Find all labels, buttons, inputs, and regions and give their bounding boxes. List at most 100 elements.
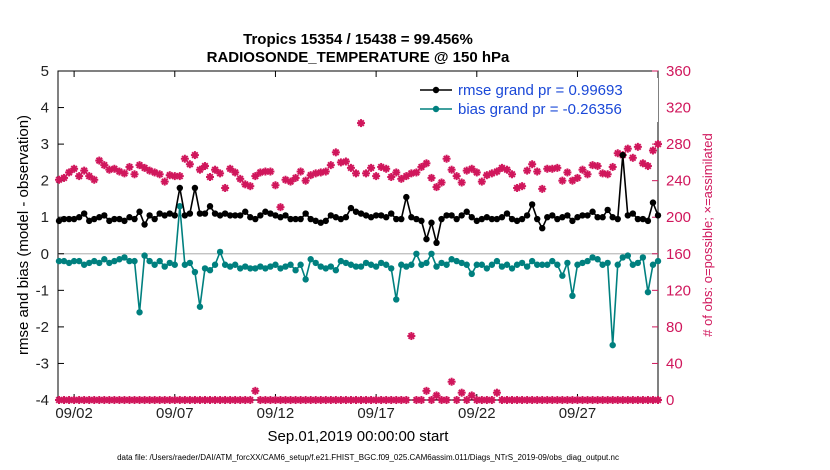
rmse-point — [584, 212, 591, 219]
rmse-point — [644, 217, 652, 225]
bias-point — [498, 263, 506, 270]
bias-point — [116, 256, 123, 263]
bias-point — [393, 296, 400, 303]
bias-point — [156, 257, 163, 265]
bias-point — [252, 265, 259, 272]
bias-point — [448, 256, 455, 263]
bias-point — [619, 254, 626, 261]
bias-point — [468, 270, 475, 278]
rmse-point — [136, 208, 143, 215]
rmse-point — [649, 199, 657, 206]
bias-point — [549, 257, 556, 265]
rmse-point — [362, 212, 370, 219]
rmse-point — [594, 214, 601, 221]
bias-point — [473, 261, 480, 268]
legend-bias-marker — [432, 105, 440, 113]
obs-possible-marker — [346, 163, 355, 172]
rmse-point — [488, 215, 496, 223]
rmse-point — [211, 210, 219, 217]
chart-title-line1: Tropics 15354 / 15438 = 99.456% — [243, 31, 473, 48]
rmse-point — [508, 215, 516, 223]
obs-possible-marker — [427, 173, 436, 182]
plot-area — [57, 70, 659, 401]
x-tick-label: 09/02 — [55, 405, 93, 422]
rmse-point — [141, 221, 148, 228]
rmse-point — [327, 212, 335, 219]
rmse-point — [196, 210, 204, 217]
obs-possible-marker — [563, 168, 572, 177]
rmse-point — [80, 210, 88, 217]
obs-assimilated-marker — [402, 396, 411, 404]
rmse-point — [393, 215, 400, 223]
obs-possible-marker — [200, 162, 209, 171]
bias-point — [654, 257, 662, 265]
rmse-point — [257, 212, 264, 219]
rmse-point — [131, 215, 138, 223]
obs-possible-marker — [367, 163, 376, 172]
obs-possible-marker — [452, 172, 461, 181]
obs-possible-marker — [341, 157, 350, 166]
bias-point — [65, 259, 73, 267]
rmse-point — [342, 214, 350, 221]
obs-possible-marker — [654, 140, 662, 149]
y-right-tick-label: 280 — [666, 136, 691, 153]
rmse-point — [151, 215, 158, 223]
rmse-point — [96, 214, 103, 221]
obs-possible-marker — [623, 144, 632, 153]
obs-possible-marker — [321, 167, 330, 176]
obs-assimilated-marker — [654, 396, 662, 404]
rmse-point — [634, 215, 642, 223]
rmse-point — [418, 217, 425, 225]
y-right-tick-label: 200 — [666, 209, 691, 226]
rmse-point — [619, 151, 626, 159]
bias-point — [629, 261, 637, 268]
obs-possible-marker — [357, 119, 366, 128]
rmse-point — [221, 210, 229, 217]
bias-point — [317, 263, 324, 270]
obs-possible-marker — [231, 168, 240, 177]
obs-assimilated-marker — [251, 386, 260, 395]
obs-possible-marker — [528, 160, 537, 169]
bias-point — [614, 261, 621, 268]
bias-point — [121, 254, 128, 261]
obs-possible-marker — [472, 168, 481, 177]
obs-possible-marker — [185, 160, 194, 169]
rmse-point — [262, 208, 269, 215]
bias-point — [388, 265, 395, 272]
rmse-point — [377, 212, 385, 219]
rmse-point — [448, 212, 455, 219]
bias-point — [312, 259, 319, 267]
obs-possible-marker — [175, 172, 184, 181]
bias-point — [75, 257, 83, 265]
y-right-tick-label: 320 — [666, 100, 691, 117]
obs-possible-marker — [432, 183, 441, 192]
bias-point — [458, 259, 465, 267]
bias-point — [297, 261, 304, 268]
bias-point — [478, 261, 486, 268]
obs-possible-marker — [422, 159, 431, 168]
bias-point — [408, 261, 415, 268]
bias-point — [101, 256, 108, 263]
obs-assimilated-marker — [427, 396, 436, 404]
rmse-point — [382, 214, 390, 221]
obs-possible-marker — [573, 173, 582, 182]
obs-possible-marker — [160, 177, 169, 186]
x-tick-label: 09/17 — [357, 405, 395, 422]
obs-possible-marker — [387, 173, 396, 182]
bias-point — [508, 265, 516, 272]
rmse-point — [433, 239, 440, 247]
obs-assimilated-marker — [417, 396, 426, 404]
rmse-point — [247, 214, 254, 221]
bias-point — [191, 268, 199, 276]
bias-point — [649, 261, 657, 268]
obs-possible-marker — [392, 168, 401, 177]
bias-point — [80, 261, 88, 268]
obs-possible-marker — [80, 166, 89, 175]
rmse-point — [579, 212, 586, 219]
bias-point — [347, 261, 355, 268]
obs-possible-marker — [497, 163, 506, 172]
bias-point — [533, 261, 541, 268]
rmse-point — [513, 217, 521, 225]
obs-possible-marker — [125, 162, 134, 171]
rmse-point — [609, 214, 616, 221]
